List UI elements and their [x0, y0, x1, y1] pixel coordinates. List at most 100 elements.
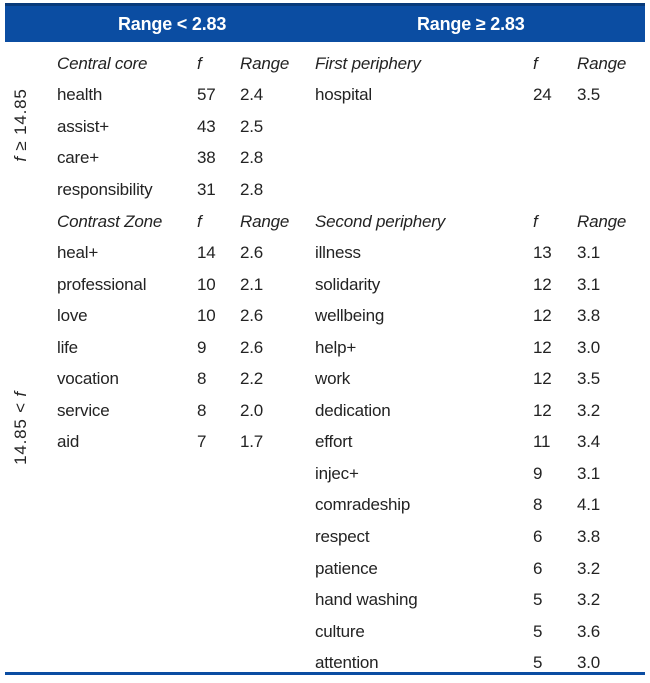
- column-group-header-low-range: Range < 2.83: [118, 13, 227, 34]
- range-cell: 2.6: [240, 306, 264, 326]
- italic-f-label: f: [11, 156, 30, 162]
- threshold-text: 14.85 <: [11, 396, 30, 465]
- range-cell: 3.0: [577, 653, 601, 673]
- section-title: Central core: [57, 53, 148, 73]
- range-cell: 3.8: [577, 526, 601, 546]
- word-cell: responsibility: [57, 179, 153, 199]
- section-header-contrast-zone: Contrast Zone f Range: [57, 206, 303, 238]
- table-row: effort 11 3.4: [315, 427, 645, 459]
- f-cell: 8: [533, 495, 543, 515]
- table-row: illness 13 3.1: [315, 237, 645, 269]
- section-header-second-periphery: Second periphery f Range: [315, 206, 645, 238]
- range-cell: 3.1: [577, 274, 601, 294]
- f-cell: 12: [533, 369, 552, 389]
- section-title: Second periphery: [315, 211, 446, 231]
- table-row: hand washing 5 3.2: [315, 584, 645, 616]
- table-row: respect 6 3.8: [315, 521, 645, 553]
- row-group-label-low-frequency: 14.85 < f: [11, 391, 31, 465]
- range-cell: 3.5: [577, 369, 601, 389]
- range-cell: 3.1: [577, 463, 601, 483]
- f-cell: 8: [197, 400, 207, 420]
- table-row: vocation 8 2.2: [57, 363, 303, 395]
- right-quadrants-column: First periphery f Range hospital 24 3.5 …: [315, 48, 645, 679]
- f-cell: 8: [197, 369, 207, 389]
- f-column-header: f: [533, 211, 538, 231]
- f-cell: 10: [197, 306, 216, 326]
- f-cell: 24: [533, 85, 552, 105]
- table-row: responsibility 31 2.8: [57, 174, 303, 206]
- f-cell: 12: [533, 337, 552, 357]
- f-cell: 12: [533, 274, 552, 294]
- f-cell: 10: [197, 274, 216, 294]
- f-column-header: f: [197, 211, 202, 231]
- word-cell: hand washing: [315, 590, 418, 610]
- word-cell: professional: [57, 274, 147, 294]
- table-row: hospital 24 3.5: [315, 80, 645, 112]
- f-cell: 5: [533, 653, 543, 673]
- empty-rows-spacer: [315, 111, 645, 206]
- row-group-label-high-frequency: f ≥ 14.85: [11, 88, 31, 161]
- section-title: Contrast Zone: [57, 211, 163, 231]
- f-cell: 5: [533, 621, 543, 641]
- range-cell: 3.0: [577, 337, 601, 357]
- range-cell: 2.6: [240, 337, 264, 357]
- f-column-header: f: [197, 53, 202, 73]
- table-row: assist+ 43 2.5: [57, 111, 303, 143]
- f-cell: 6: [533, 558, 543, 578]
- word-cell: vocation: [57, 369, 119, 389]
- range-cell: 3.2: [577, 590, 601, 610]
- range-column-header: Range: [577, 53, 627, 73]
- f-cell: 12: [533, 400, 552, 420]
- word-cell: life: [57, 337, 78, 357]
- threshold-text: ≥ 14.85: [11, 88, 30, 157]
- table-row: heal+ 14 2.6: [57, 237, 303, 269]
- range-cell: 2.5: [240, 116, 264, 136]
- table-row: aid 7 1.7: [57, 427, 303, 459]
- range-column-header: Range: [240, 211, 290, 231]
- word-cell: comradeship: [315, 495, 411, 515]
- f-cell: 5: [533, 590, 543, 610]
- range-cell: 3.2: [577, 558, 601, 578]
- word-cell: care+: [57, 148, 99, 168]
- f-cell: 38: [197, 148, 216, 168]
- word-cell: culture: [315, 621, 365, 641]
- word-cell: effort: [315, 432, 353, 452]
- range-cell: 3.1: [577, 243, 601, 263]
- table-row: health 57 2.4: [57, 80, 303, 112]
- word-cell: love: [57, 306, 88, 326]
- range-cell: 4.1: [577, 495, 601, 515]
- table-row: attention 5 3.0: [315, 647, 645, 679]
- f-cell: 14: [197, 243, 216, 263]
- word-cell: health: [57, 85, 103, 105]
- range-cell: 2.1: [240, 274, 264, 294]
- table-row: comradeship 8 4.1: [315, 490, 645, 522]
- column-group-header-high-range: Range ≥ 2.83: [417, 13, 525, 34]
- range-cell: 1.7: [240, 432, 264, 452]
- word-cell: solidarity: [315, 274, 381, 294]
- f-cell: 57: [197, 85, 216, 105]
- range-cell: 2.4: [240, 85, 264, 105]
- f-cell: 13: [533, 243, 552, 263]
- f-cell: 7: [197, 432, 207, 452]
- table-row: injec+ 9 3.1: [315, 458, 645, 490]
- range-cell: 2.2: [240, 369, 264, 389]
- f-column-header: f: [533, 53, 538, 73]
- f-cell: 9: [533, 463, 543, 483]
- word-cell: heal+: [57, 243, 99, 263]
- table-row: care+ 38 2.8: [57, 143, 303, 175]
- section-header-central-core: Central core f Range: [57, 48, 303, 80]
- range-column-header: Range: [240, 53, 290, 73]
- word-cell: hospital: [315, 85, 372, 105]
- range-column-header: Range: [577, 211, 627, 231]
- word-cell: respect: [315, 526, 370, 546]
- table-row: patience 6 3.2: [315, 553, 645, 585]
- table-row: dedication 12 3.2: [315, 395, 645, 427]
- range-cell: 3.5: [577, 85, 601, 105]
- word-cell: assist+: [57, 116, 109, 136]
- word-cell: wellbeing: [315, 306, 385, 326]
- range-cell: 3.2: [577, 400, 601, 420]
- table-bottom-border: [5, 672, 645, 675]
- table-row: solidarity 12 3.1: [315, 269, 645, 301]
- table-row: help+ 12 3.0: [315, 332, 645, 364]
